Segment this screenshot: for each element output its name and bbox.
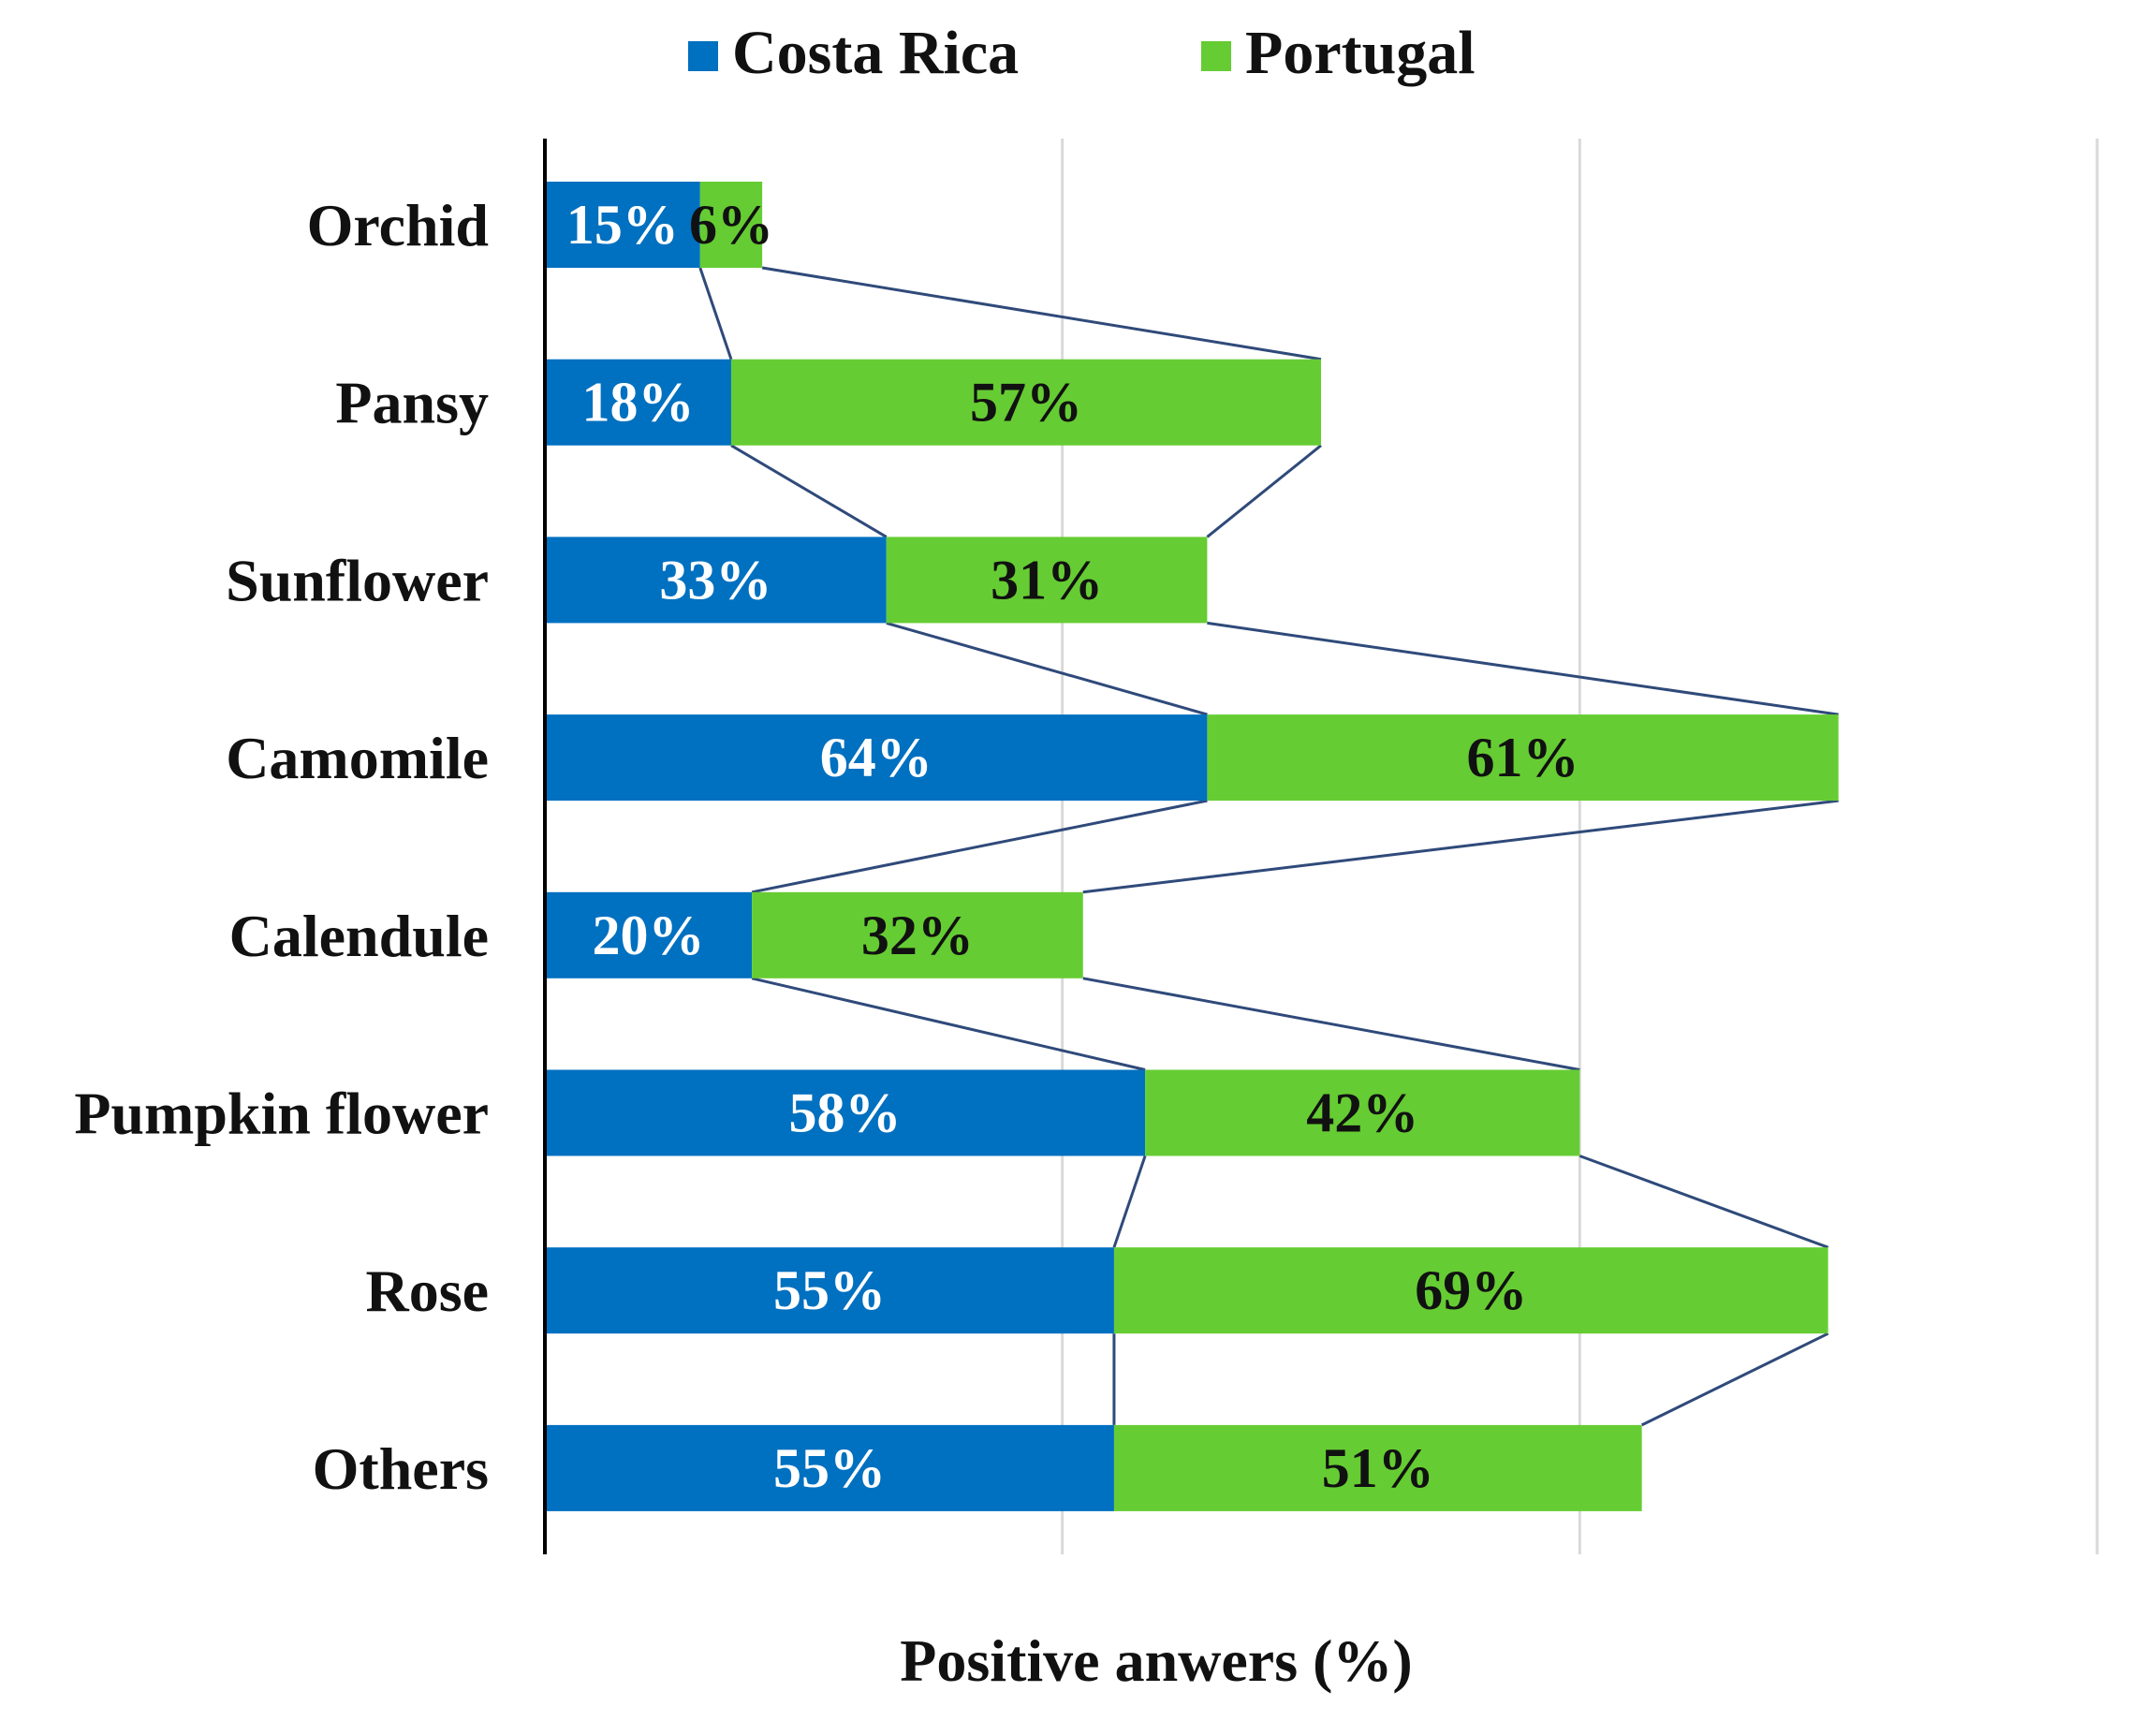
category-label-orchid: Orchid (307, 192, 489, 258)
data-label-portugal-calendule: 32% (861, 905, 974, 966)
series-lines (698, 266, 1839, 1427)
bar-portugal-camomile (1207, 714, 1839, 802)
series-line-portugal-5 (1578, 1155, 1829, 1249)
bar-costa-rica-calendule (545, 891, 753, 978)
category-label-camomile: Camomile (226, 725, 489, 791)
series-line-portugal-0 (761, 266, 1322, 361)
data-label-costa-rica-pansy: 18% (581, 372, 694, 434)
data-label-portugal-pansy: 57% (970, 372, 1082, 434)
bar-costa-rica-orchid (545, 182, 700, 268)
series-line-costa-rica-1 (730, 444, 888, 538)
legend-label-portugal: Portugal (1245, 19, 1476, 87)
data-label-costa-rica-rose: 55% (773, 1259, 886, 1321)
data-label-portugal-rose: 69% (1415, 1259, 1527, 1321)
series-line-portugal-4 (1082, 977, 1580, 1071)
series-line-portugal-1 (1206, 444, 1322, 538)
data-label-costa-rica-pumpkin-flower: 58% (789, 1082, 902, 1144)
series-line-costa-rica-0 (698, 267, 733, 360)
x-axis-title: Positive anwers (%) (900, 1627, 1412, 1694)
bar-costa-rica-pumpkin-flower (545, 1069, 1146, 1156)
bar-portugal-calendule (752, 891, 1083, 978)
legend-swatch-costa-rica (688, 41, 718, 71)
category-label-sunflower: Sunflower (226, 547, 489, 613)
bar-costa-rica-others (545, 1424, 1114, 1511)
legend-label-costa-rica: Costa Rica (732, 19, 1019, 87)
series-line-costa-rica-5 (1112, 1155, 1147, 1248)
gridlines (1061, 139, 2099, 1554)
series-line-portugal-2 (1207, 621, 1839, 716)
data-label-costa-rica-others: 55% (773, 1437, 886, 1499)
category-label-pumpkin-flower: Pumpkin flower (74, 1081, 489, 1147)
bar-portugal-others (1113, 1424, 1642, 1511)
category-labels: Orchid Pansy Sunflower Camomile Calendule Pum… (74, 192, 489, 1502)
data-label-costa-rica-camomile: 64% (820, 727, 932, 788)
category-label-rose: Rose (365, 1258, 489, 1324)
bar-costa-rica-rose (545, 1247, 1114, 1334)
data-label-portugal-camomile: 61% (1467, 727, 1579, 788)
bar-costa-rica-camomile (545, 714, 1208, 802)
series-line-portugal-6 (1640, 1331, 1829, 1427)
bar-portugal-rose (1113, 1247, 1828, 1334)
bar-portugal-pumpkin-flower (1145, 1069, 1580, 1156)
category-label-calendule: Calendule (229, 903, 489, 969)
data-labels: 15% 6% 18% 57% 33% 31% 64% 61% 20% 32% 58% 42% 55% 69… (566, 194, 1579, 1499)
series-line-costa-rica-2 (886, 621, 1208, 716)
data-label-costa-rica-sunflower: 33% (659, 549, 771, 611)
bar-costa-rica-sunflower (545, 537, 887, 624)
data-label-portugal-orchid: 6% (689, 194, 773, 256)
data-label-costa-rica-calendule: 20% (593, 905, 705, 966)
bar-portugal-orchid (699, 182, 763, 268)
bars (545, 182, 1839, 1511)
category-label-pansy: Pansy (335, 370, 489, 436)
series-line-portugal-3 (1082, 799, 1839, 894)
data-label-portugal-sunflower: 31% (991, 549, 1103, 611)
bar-portugal-pansy (730, 359, 1321, 446)
series-line-costa-rica-3 (751, 799, 1208, 894)
legend: Costa Rica Portugal (688, 19, 1476, 87)
data-label-costa-rica-orchid: 15% (566, 194, 679, 256)
legend-swatch-portugal (1201, 41, 1231, 71)
bar-portugal-sunflower (886, 537, 1208, 624)
series-line-costa-rica-4 (751, 977, 1146, 1071)
data-label-portugal-pumpkin-flower: 42% (1306, 1082, 1418, 1144)
bar-costa-rica-pansy (545, 359, 731, 446)
category-label-others: Others (313, 1435, 489, 1502)
data-label-portugal-others: 51% (1322, 1437, 1434, 1499)
